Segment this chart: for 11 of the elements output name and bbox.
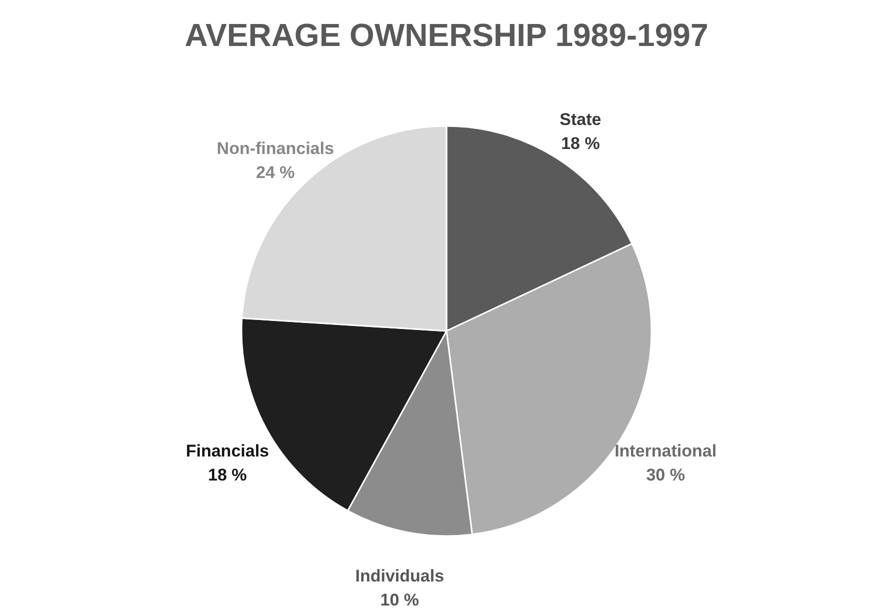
slice-label: State — [560, 110, 602, 129]
slice-label: Non-financials — [216, 138, 334, 158]
slice-label: Financials — [186, 441, 269, 460]
data-label: 18 % — [561, 134, 600, 153]
data-label: 10 % — [380, 590, 420, 610]
data-label: 24 % — [256, 162, 295, 182]
slice-label: Individuals — [355, 566, 444, 586]
slice-label: International — [614, 441, 717, 460]
chart-title: AVERAGE OWNERSHIP 1989-1997 — [184, 17, 708, 53]
data-label: 18 % — [208, 465, 247, 484]
data-label: 30 % — [646, 465, 685, 484]
